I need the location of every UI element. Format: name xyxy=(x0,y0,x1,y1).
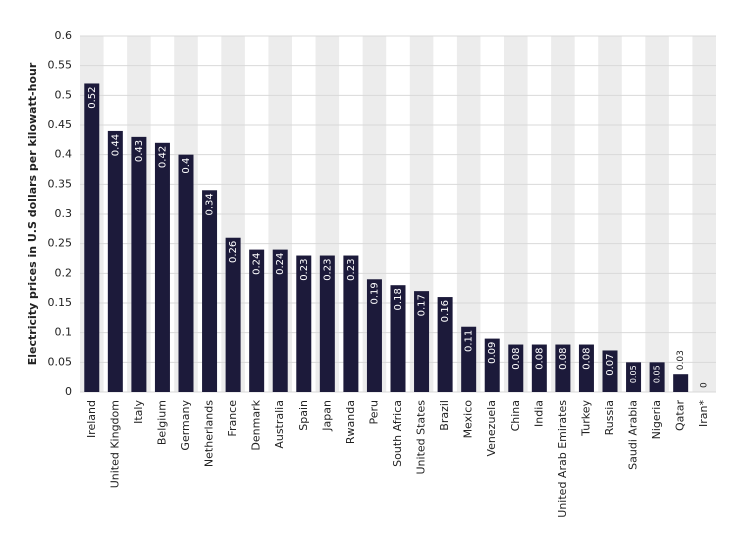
value-label: 0.43 xyxy=(134,140,145,162)
value-label: 0.16 xyxy=(440,300,451,322)
x-tick-label: Russia xyxy=(603,400,616,435)
value-label: 0.17 xyxy=(417,294,428,316)
x-tick-label: France xyxy=(226,400,239,437)
bar xyxy=(390,285,406,392)
value-label: 0.11 xyxy=(464,330,475,352)
bar xyxy=(366,279,382,392)
x-tick-label: South Africa xyxy=(391,400,404,467)
bar xyxy=(272,249,288,392)
y-tick-label: 0.25 xyxy=(48,237,73,250)
value-label: 0.08 xyxy=(511,348,522,370)
value-label: 0.4 xyxy=(181,158,192,174)
value-label: 0.05 xyxy=(653,365,662,383)
bar xyxy=(602,350,618,392)
value-label: 0.52 xyxy=(87,86,98,108)
y-tick-label: 0.4 xyxy=(55,148,73,161)
y-tick-label: 0.1 xyxy=(55,326,73,339)
x-tick-label: Turkey xyxy=(579,400,592,437)
y-tick-label: 0.5 xyxy=(55,88,73,101)
bar xyxy=(107,130,123,392)
bar xyxy=(225,237,241,392)
value-label: 0.09 xyxy=(487,342,498,364)
x-tick-label: Japan xyxy=(320,400,333,432)
bar xyxy=(178,154,194,392)
x-tick-label: Netherlands xyxy=(203,400,216,467)
value-label: 0 xyxy=(700,382,710,388)
x-tick-label: Spain xyxy=(297,400,310,431)
x-tick-label: Nigeria xyxy=(650,400,663,439)
y-tick-label: 0.45 xyxy=(48,118,73,131)
value-label: 0.23 xyxy=(299,259,310,281)
x-tick-label: Iran* xyxy=(697,400,710,427)
y-axis-title: Electricity prices in U.S dollars per ki… xyxy=(26,62,39,365)
bar xyxy=(508,344,524,392)
bar xyxy=(249,249,265,392)
x-tick-label: Mexico xyxy=(462,400,475,439)
value-label: 0.08 xyxy=(558,348,569,370)
y-tick-label: 0.6 xyxy=(55,29,73,42)
value-label: 0.19 xyxy=(369,282,380,304)
y-tick-label: 0 xyxy=(65,385,72,398)
x-tick-label: Ireland xyxy=(85,400,98,438)
value-label: 0.08 xyxy=(534,348,545,370)
value-label: 0.44 xyxy=(110,134,121,156)
value-label: 0.08 xyxy=(581,348,592,370)
x-tick-label: United Kingdom xyxy=(108,400,121,488)
x-tick-label: Qatar xyxy=(674,400,687,431)
y-tick-label: 0.05 xyxy=(48,355,73,368)
x-tick-label: Rwanda xyxy=(344,400,357,444)
value-label: 0.26 xyxy=(228,241,239,263)
y-tick-label: 0.35 xyxy=(48,177,73,190)
value-label: 0.05 xyxy=(629,365,638,383)
bar xyxy=(131,136,147,392)
bar xyxy=(154,142,170,392)
bar xyxy=(343,255,359,392)
bar xyxy=(414,291,430,392)
bar xyxy=(484,338,500,392)
value-label: 0.23 xyxy=(322,259,333,281)
x-tick-label: Italy xyxy=(132,400,145,424)
x-tick-label: Saudi Arabia xyxy=(627,400,640,470)
value-label: 0.23 xyxy=(346,259,357,281)
bar xyxy=(531,344,547,392)
x-tick-label: Brazil xyxy=(438,400,451,431)
y-tick-label: 0.15 xyxy=(48,296,73,309)
bar xyxy=(84,83,100,392)
x-tick-label: China xyxy=(509,400,522,431)
value-label: 0.34 xyxy=(205,193,216,215)
x-tick-label: Denmark xyxy=(250,399,263,450)
value-label: 0.07 xyxy=(605,353,616,375)
value-label: 0.18 xyxy=(393,288,404,310)
x-tick-label: United Arab Emirates xyxy=(556,400,569,518)
bar xyxy=(673,374,689,392)
value-label: 0.03 xyxy=(676,350,686,370)
x-tick-label: Peru xyxy=(367,400,380,425)
y-tick-label: 0.2 xyxy=(55,266,73,279)
x-tick-label: United States xyxy=(415,400,428,475)
y-tick-label: 0.55 xyxy=(48,59,73,72)
y-tick-label: 0.3 xyxy=(55,207,73,220)
x-tick-label: Belgium xyxy=(155,400,168,445)
bar xyxy=(437,297,453,392)
bar xyxy=(319,255,335,392)
bar xyxy=(555,344,571,392)
x-tick-label: India xyxy=(532,400,545,427)
value-label: 0.42 xyxy=(157,146,168,168)
x-tick-label: Australia xyxy=(273,400,286,449)
bar xyxy=(649,362,665,392)
value-label: 0.24 xyxy=(252,253,263,275)
x-tick-label: Germany xyxy=(179,400,192,451)
bar xyxy=(296,255,312,392)
value-label: 0.24 xyxy=(275,253,286,275)
bar xyxy=(578,344,594,392)
x-tick-label: Venezuela xyxy=(485,400,498,457)
bar xyxy=(461,326,477,392)
bar xyxy=(202,190,218,392)
bar xyxy=(626,362,642,392)
